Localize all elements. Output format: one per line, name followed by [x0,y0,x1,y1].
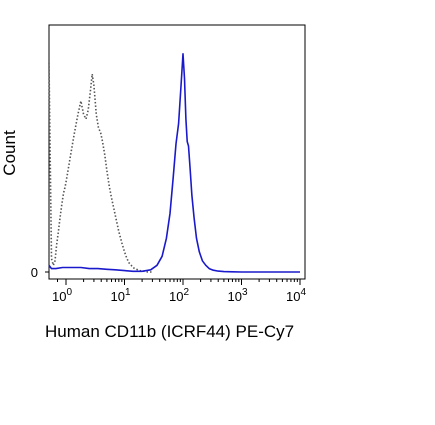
x-tick-label: 100 [52,287,72,304]
stained-histogram-line [48,52,300,273]
x-axis-label: Human CD11b (ICRF44) PE-Cy7 [45,322,294,341]
histogram-series [48,52,300,273]
x-tick-label: 103 [227,287,247,304]
x-tick-label: 102 [169,287,189,304]
y-tick-label: 0 [31,265,38,280]
control-histogram-line [48,62,153,273]
plot-frame [48,24,306,280]
x-axis-ticks: 100 101 102 103 104 [52,279,306,304]
x-tick-label: 101 [110,287,130,304]
x-tick-label: 104 [286,287,306,304]
y-axis-label: Count [0,130,19,176]
y-axis-ticks: 0 [31,265,49,280]
